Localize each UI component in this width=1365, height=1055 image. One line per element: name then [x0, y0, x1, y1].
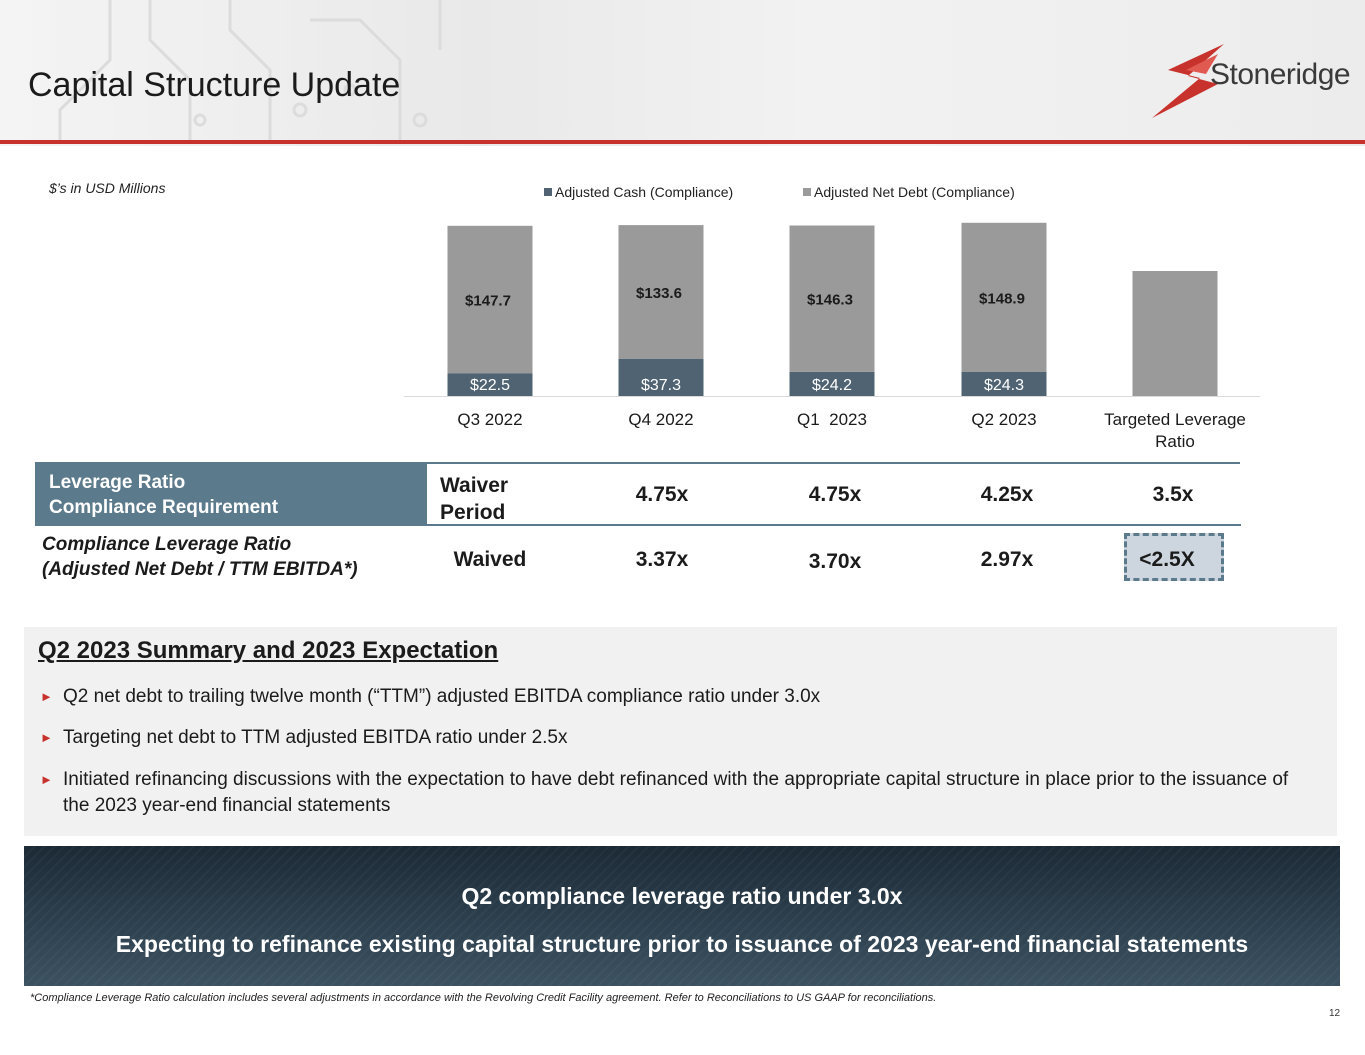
table-divider-top — [427, 462, 1240, 464]
ratio-cell-q3-2022: Waived — [453, 548, 527, 571]
x-tick-label: Ratio — [1155, 432, 1195, 451]
banner-subheadline: Expecting to refinance existing capital … — [115, 931, 1249, 957]
summary-bullet-text: Initiated refinancing discussions with t… — [63, 769, 1289, 816]
summary-bullet-text: Q2 net debt to trailing twelve month (“T… — [63, 686, 821, 707]
requirement-cell-q2-2023: 4.25x — [980, 483, 1034, 506]
requirement-cell-q3-2022-line2: Period — [440, 501, 506, 524]
requirement-cell-q1-2023: 4.75x — [808, 483, 862, 506]
summary-title: Q2 2023 Summary and 2023 Expectation — [38, 637, 499, 664]
logo-wordmark: Stoneridge — [1210, 58, 1351, 91]
ratio-cell-q2-2023: 2.97x — [980, 548, 1034, 571]
bar-adjusted-cash — [961, 371, 1047, 396]
requirement-cell-q3-2022: Waiver Period — [440, 472, 540, 526]
bar-adjusted-net-debt — [789, 225, 875, 372]
footnote: *Compliance Leverage Ratio calculation i… — [30, 992, 937, 1004]
x-tick-label: Q2 2023 — [971, 410, 1036, 429]
x-tick-label: Q1 2023 — [797, 410, 867, 429]
row-header-line2: Compliance Requirement — [49, 497, 279, 518]
data-label-adjusted-net-debt: $146.3 — [807, 292, 853, 309]
bar-adjusted-net-debt — [618, 225, 704, 359]
header-accent-line — [0, 140, 1365, 144]
target-ratio-highlight-box — [1124, 533, 1224, 581]
row-header-text: Leverage Ratio Compliance Requirement — [49, 470, 278, 520]
data-label-adjusted-net-debt: $147.7 — [465, 293, 511, 310]
bullet-arrow-icon: ► — [40, 772, 53, 787]
circuit-background-graphic — [58, 0, 442, 143]
x-tick-label: Targeted Leverage — [1104, 410, 1246, 429]
key-message-banner: Q2 compliance leverage ratio under 3.0x … — [24, 846, 1340, 986]
data-label-adjusted-cash: $24.2 — [812, 377, 852, 394]
summary-panel: Q2 2023 Summary and 2023 Expectation ► Q… — [24, 627, 1337, 836]
ratio-cell-target: <2.5X — [1139, 548, 1195, 571]
bar-adjusted-net-debt — [447, 225, 533, 374]
bar-adjusted-cash — [789, 371, 875, 396]
bullet-arrow-icon: ► — [40, 730, 53, 745]
x-tick-label: Q4 2022 — [628, 410, 693, 429]
data-label-adjusted-cash: $37.3 — [641, 377, 681, 394]
legend-swatch-net-debt — [803, 188, 811, 196]
page-title: Capital Structure Update — [28, 66, 401, 104]
requirement-cell-q4-2022: 4.75x — [635, 483, 689, 506]
units-note: $’s in USD Millions — [49, 180, 166, 196]
banner-headline: Q2 compliance leverage ratio under 3.0x — [461, 883, 903, 909]
summary-bullet-text: Targeting net debt to TTM adjusted EBITD… — [63, 727, 568, 748]
legend-label-cash: Adjusted Cash (Compliance) — [555, 184, 734, 200]
row-header-line1: Leverage Ratio — [49, 472, 186, 493]
bullet-arrow-icon: ► — [40, 689, 53, 704]
chart-legend: Adjusted Cash (Compliance) Adjusted Net … — [0, 184, 1365, 204]
ratio-cell-q4-2022: 3.37x — [635, 548, 689, 571]
requirement-cell-target: 3.5x — [1152, 483, 1194, 506]
stacked-bar-chart: $22.5 $147.7 Q3 2022 $37.3 $133.6 Q4 2022 $24.… — [404, 222, 1260, 451]
stoneridge-logo-icon — [1152, 44, 1224, 118]
legend-swatch-cash — [544, 188, 552, 196]
page-number: 12 — [1329, 1008, 1341, 1019]
row2-label-line2: (Adjusted Net Debt / TTM EBITDA*) — [42, 559, 358, 580]
bar-adjusted-cash — [447, 373, 533, 396]
data-label-adjusted-cash: $24.3 — [984, 377, 1024, 394]
data-label-adjusted-cash: $22.5 — [470, 377, 510, 394]
bar-adjusted-cash — [618, 358, 704, 396]
bar-adjusted-net-debt — [961, 222, 1047, 372]
legend-label-net-debt: Adjusted Net Debt (Compliance) — [814, 184, 1015, 200]
row2-label-line1: Compliance Leverage Ratio — [42, 534, 292, 555]
bar-adjusted-net-debt — [1132, 271, 1218, 396]
ratio-cell-q1-2023: 3.70x — [808, 550, 862, 573]
compliance-leverage-ratio-label: Compliance Leverage Ratio (Adjusted Net … — [42, 532, 358, 582]
data-label-adjusted-net-debt: $133.6 — [636, 285, 682, 302]
requirement-cell-q3-2022-line1: Waiver — [440, 474, 509, 497]
slide-header: Capital Structure Update Stoneridge — [0, 0, 1365, 146]
x-tick-label: Q3 2022 — [457, 410, 522, 429]
legend-item-adjusted-cash: Adjusted Cash (Compliance) — [544, 184, 733, 200]
data-label-adjusted-net-debt: $148.9 — [979, 290, 1025, 307]
compliance-requirement-row-header: Leverage Ratio Compliance Requirement — [35, 462, 427, 524]
table-divider-middle — [35, 524, 1241, 526]
legend-item-adjusted-net-debt: Adjusted Net Debt (Compliance) — [803, 184, 1015, 200]
